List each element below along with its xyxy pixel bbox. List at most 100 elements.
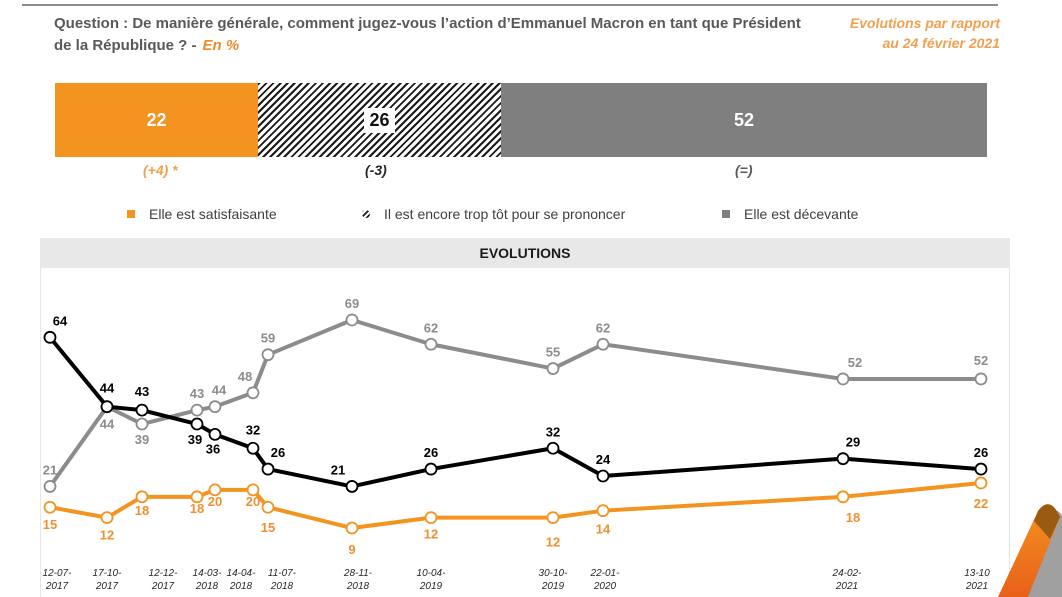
data-point-decevante	[135, 417, 149, 431]
legend-label-satisfaisante: Elle est satisfaisante	[149, 206, 277, 222]
data-label-trop-tot: 21	[331, 462, 345, 477]
data-label-decevante: 62	[424, 320, 438, 335]
data-point-trop-tot	[43, 330, 57, 344]
data-point-satisfaisante	[246, 483, 260, 497]
evolutions-panel	[40, 268, 1010, 597]
x-tick-label: 28-11-2018	[343, 568, 373, 592]
data-point-trop-tot	[190, 417, 204, 431]
data-label-decevante: 55	[546, 345, 560, 360]
delta-satisfaisante: (+4) *	[143, 162, 178, 178]
data-point-decevante	[424, 337, 438, 351]
legend-item-trop-tot: Il est encore trop tôt pour se prononcer	[362, 206, 625, 222]
data-point-trop-tot	[246, 441, 260, 455]
data-point-satisfaisante	[261, 500, 275, 514]
data-label-decevante: 69	[345, 296, 359, 311]
data-point-satisfaisante	[974, 476, 988, 490]
data-label-satisfaisante: 18	[135, 503, 149, 518]
question-text: Question : De manière générale, comment …	[54, 13, 814, 57]
data-label-decevante: 44	[100, 417, 115, 432]
x-tick-label: 12-07-2017	[43, 568, 73, 592]
legend-swatch-orange	[127, 210, 135, 218]
data-label-decevante: 39	[135, 432, 149, 447]
x-tick-label: 12-12-2017	[149, 568, 179, 592]
data-point-decevante	[974, 372, 988, 386]
x-tick-label: 14-03-2018	[193, 568, 223, 592]
legend-label-decevante: Elle est décevante	[744, 206, 859, 222]
top-rule	[22, 4, 998, 6]
delta-decevante: (=)	[735, 162, 753, 178]
data-label-trop-tot: 32	[546, 424, 560, 439]
data-point-trop-tot	[345, 480, 359, 493]
data-point-trop-tot	[836, 452, 850, 466]
x-tick-label: 24-02-2021	[832, 568, 863, 592]
data-point-satisfaisante	[135, 490, 149, 504]
data-point-satisfaisante	[100, 511, 114, 525]
data-label-satisfaisante: 12	[546, 535, 560, 550]
data-label-satisfaisante: 20	[208, 494, 222, 509]
data-point-satisfaisante	[43, 500, 57, 514]
x-tick-label: 22-01-2020	[590, 568, 621, 592]
data-point-decevante	[43, 480, 57, 493]
data-label-trop-tot: 26	[974, 445, 988, 460]
data-point-trop-tot	[974, 462, 988, 476]
legend-item-satisfaisante: Elle est satisfaisante	[127, 206, 277, 222]
evolutions-title: EVOLUTIONS	[40, 238, 1010, 268]
legend-swatch-gray	[722, 210, 730, 218]
data-point-satisfaisante	[424, 511, 438, 525]
x-tick-label: 30-10-2019	[539, 568, 569, 592]
data-label-satisfaisante: 18	[846, 510, 860, 525]
data-point-trop-tot	[546, 441, 560, 455]
unit-label: En %	[202, 37, 240, 54]
data-label-trop-tot: 43	[135, 384, 149, 399]
data-point-satisfaisante	[836, 490, 850, 504]
data-label-trop-tot: 24	[596, 452, 611, 467]
data-point-decevante	[836, 372, 850, 386]
stacked-bar: 22 26 52	[55, 83, 987, 157]
data-point-decevante	[190, 403, 204, 417]
data-label-satisfaisante: 14	[596, 522, 611, 537]
data-label-trop-tot: 64	[53, 313, 68, 328]
data-point-decevante	[596, 337, 610, 351]
data-point-satisfaisante	[345, 521, 359, 535]
bar-value-decevante: 52	[733, 109, 755, 130]
data-point-satisfaisante	[208, 483, 222, 497]
legend-swatch-hatched	[362, 210, 370, 218]
data-point-satisfaisante	[546, 511, 560, 525]
data-label-decevante: 43	[190, 386, 204, 401]
bar-segment-satisfaisante: 22	[55, 83, 258, 157]
data-point-satisfaisante	[596, 504, 610, 518]
bar-segment-trop-tot: 26	[258, 83, 501, 157]
data-label-satisfaisante: 15	[261, 520, 275, 535]
legend-label-trop-tot: Il est encore trop tôt pour se prononcer	[384, 206, 626, 222]
brand-logo-icon	[998, 504, 1062, 597]
data-point-trop-tot	[261, 462, 275, 476]
data-point-decevante	[261, 348, 275, 362]
data-label-trop-tot: 29	[846, 435, 860, 450]
data-point-decevante	[546, 362, 560, 375]
evolution-note: Evolutions par rapport au 24 février 202…	[850, 13, 1000, 53]
data-label-satisfaisante: 15	[43, 517, 57, 532]
data-point-trop-tot	[424, 462, 438, 476]
bar-segment-decevante: 52	[501, 83, 987, 157]
data-label-decevante: 62	[596, 320, 610, 335]
x-tick-label: 13-10 2021	[964, 568, 990, 592]
data-label-decevante: 48	[238, 369, 252, 384]
data-point-decevante	[246, 386, 260, 400]
data-label-satisfaisante: 18	[190, 501, 204, 516]
legend-item-decevante: Elle est décevante	[722, 206, 858, 222]
data-label-satisfaisante: 9	[348, 542, 355, 557]
data-label-trop-tot: 26	[271, 445, 285, 460]
data-point-trop-tot	[596, 469, 610, 483]
data-label-trop-tot: 26	[424, 445, 438, 460]
data-label-decevante: 59	[261, 331, 275, 346]
delta-trop-tot: (-3)	[365, 162, 387, 178]
bar-value-satisfaisante: 22	[146, 109, 167, 130]
data-label-decevante: 52	[848, 355, 862, 370]
data-point-decevante	[208, 400, 222, 414]
data-point-decevante	[345, 313, 359, 327]
data-label-decevante: 52	[974, 353, 988, 368]
x-tick-label: 11-07-2018	[268, 568, 297, 592]
evolution-note-line2: au 24 février 2021	[882, 35, 1000, 51]
data-label-decevante: 21	[43, 462, 57, 477]
